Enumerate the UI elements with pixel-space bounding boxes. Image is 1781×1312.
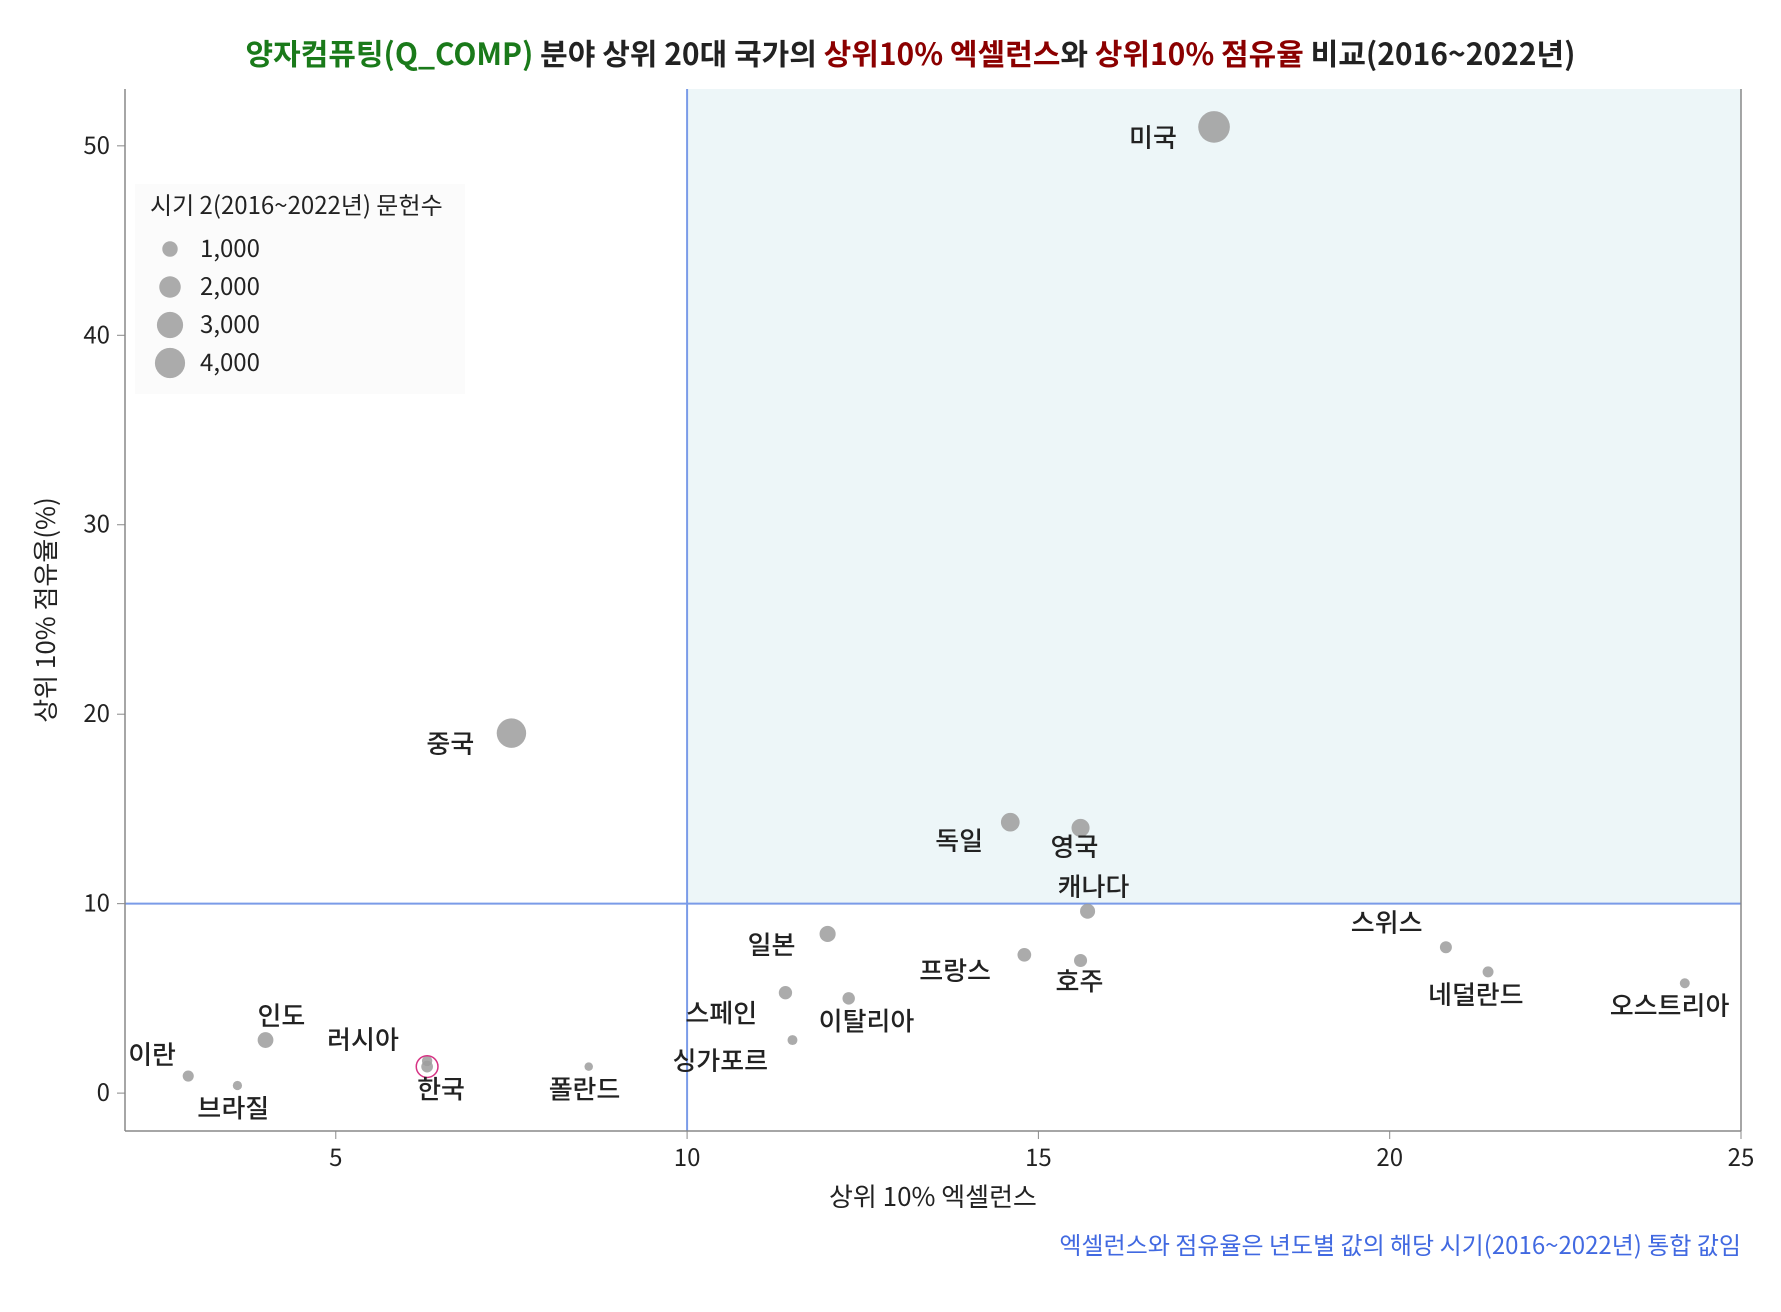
- scatter-point-label: 일본: [748, 925, 796, 962]
- scatter-point: [1001, 813, 1020, 832]
- scatter-point-label: 네덜란드: [1428, 975, 1524, 1012]
- legend-size-marker: [159, 276, 181, 298]
- y-axis-label: 상위 10% 점유율(%): [26, 497, 63, 723]
- scatter-point-label: 호주: [1056, 961, 1104, 998]
- legend-item-label: 3,000: [200, 305, 260, 340]
- scatter-point-label: 미국: [1129, 118, 1177, 155]
- scatter-point-label: 이탈리아: [819, 1001, 915, 1038]
- x-axis-label: 상위 10% 엑셀런스: [829, 1177, 1037, 1214]
- title-red1: 상위10% 엑셀런스: [824, 30, 1061, 74]
- scatter-point-label: 오스트리아: [1610, 986, 1730, 1023]
- scatter-plot-svg: 5 10 15 20 25 0 10 20 30 40 50 상위 10% 엑셀런스 상위 10% 점유…: [20, 79, 1781, 1221]
- legend-item-label: 2,000: [200, 267, 260, 302]
- scatter-point-label: 캐나다: [1058, 867, 1130, 904]
- x-tick-label: 10: [674, 1138, 701, 1173]
- scatter-point: [1017, 948, 1031, 962]
- scatter-point: [1440, 941, 1452, 953]
- scatter-point-label: 한국: [417, 1070, 465, 1107]
- scatter-point-label: 영국: [1051, 827, 1099, 864]
- scatter-point: [258, 1032, 274, 1048]
- scatter-point-label: 프랑스: [919, 951, 991, 988]
- x-tick-label: 5: [329, 1138, 342, 1173]
- title-mid2: 와: [1060, 30, 1094, 74]
- legend-size-marker: [155, 348, 185, 378]
- y-tick-label: 40: [83, 315, 110, 350]
- title-suffix: 비교(2016~2022년): [1304, 30, 1576, 74]
- plot-area: 5 10 15 20 25 0 10 20 30 40 50 상위 10% 엑셀런스 상위 10% 점유…: [20, 79, 1781, 1221]
- scatter-point-label: 이란: [128, 1035, 176, 1072]
- title-mid1: 분야 상위 20대 국가의: [533, 30, 823, 74]
- chart-container: 양자컴퓨팅(Q_COMP) 분야 상위 20대 국가의 상위10% 엑셀런스와 …: [20, 20, 1781, 1292]
- scatter-point-label: 브라질: [197, 1089, 269, 1126]
- scatter-point-label: 스위스: [1351, 903, 1423, 940]
- scatter-point-label: 싱가포르: [672, 1041, 768, 1078]
- scatter-point-label: 중국: [426, 724, 474, 761]
- legend-item-label: 1,000: [200, 229, 260, 264]
- scatter-point: [820, 926, 836, 942]
- y-tick-label: 50: [83, 126, 110, 161]
- scatter-point: [779, 986, 792, 999]
- scatter-point: [1080, 904, 1095, 919]
- legend-size-marker: [157, 312, 183, 338]
- legend-size-marker: [162, 241, 177, 256]
- y-tick-label: 20: [83, 694, 110, 729]
- scatter-point: [497, 718, 526, 747]
- x-tick-label: 25: [1728, 1138, 1755, 1173]
- quadrant-highlight: [687, 89, 1741, 904]
- scatter-point-label: 스페인: [685, 994, 757, 1031]
- scatter-point-label: 러시아: [327, 1020, 399, 1057]
- y-tick-label: 30: [83, 505, 110, 540]
- y-tick-label: 0: [97, 1073, 110, 1108]
- x-tick-label: 20: [1376, 1138, 1403, 1173]
- scatter-point-label: 독일: [935, 821, 983, 858]
- scatter-point-label: 폴란드: [549, 1070, 621, 1107]
- scatter-point-label: 인도: [258, 996, 306, 1033]
- x-tick-label: 15: [1025, 1138, 1052, 1173]
- title-red2: 상위10% 점유율: [1095, 30, 1304, 74]
- chart-footnote: 엑셀런스와 점유율은 년도별 값의 해당 시기(2016~2022년) 통합 값…: [20, 1221, 1781, 1261]
- chart-title: 양자컴퓨팅(Q_COMP) 분야 상위 20대 국가의 상위10% 엑셀런스와 …: [20, 20, 1781, 79]
- title-prefix: 양자컴퓨팅(Q_COMP): [246, 30, 534, 74]
- y-tick-label: 10: [83, 884, 110, 919]
- legend-title: 시기 2(2016~2022년) 문헌수: [150, 186, 443, 221]
- scatter-point: [1198, 111, 1230, 143]
- scatter-point: [788, 1035, 798, 1045]
- scatter-point: [183, 1071, 194, 1082]
- legend-item-label: 4,000: [200, 343, 260, 378]
